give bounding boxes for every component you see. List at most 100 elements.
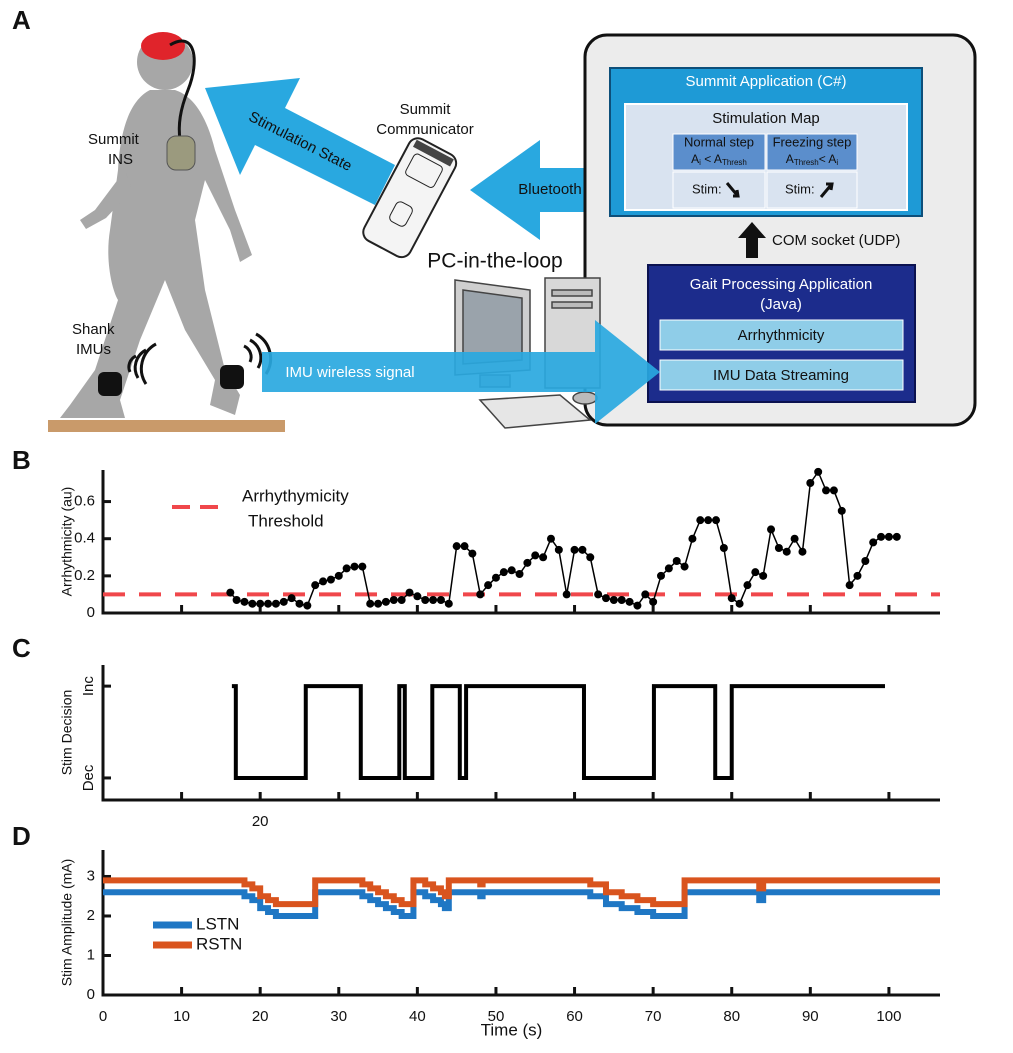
y-tick-label: 3 bbox=[87, 867, 95, 884]
text: Thresh bbox=[794, 158, 819, 167]
box-title: Summit Application (C#) bbox=[686, 73, 847, 90]
marker bbox=[389, 596, 398, 604]
marker bbox=[350, 562, 359, 571]
marker bbox=[531, 551, 540, 560]
label: INS bbox=[108, 151, 133, 168]
marker bbox=[484, 581, 493, 590]
cell bbox=[766, 133, 858, 171]
text: A bbox=[691, 152, 699, 166]
marker bbox=[751, 568, 760, 577]
module-label: Arrhythmicity bbox=[738, 327, 825, 344]
marker bbox=[735, 599, 744, 608]
marker bbox=[877, 532, 886, 541]
marker bbox=[460, 542, 469, 551]
x-tick-label: 20 bbox=[252, 1008, 269, 1025]
marker bbox=[672, 557, 681, 565]
arrow-label: IMU wireless signal bbox=[285, 364, 414, 381]
cell-title: Normal step bbox=[684, 134, 754, 149]
marker bbox=[311, 581, 320, 590]
text: A bbox=[786, 152, 794, 166]
marker bbox=[271, 599, 280, 608]
floor bbox=[48, 420, 285, 432]
marker bbox=[774, 544, 783, 552]
marker bbox=[649, 597, 658, 606]
box-title: Stimulation Map bbox=[712, 110, 820, 127]
marker bbox=[641, 590, 650, 599]
marker bbox=[515, 570, 524, 578]
cell bbox=[672, 171, 766, 209]
x-tick-label: 30 bbox=[330, 1008, 347, 1025]
marker bbox=[444, 599, 453, 608]
marker bbox=[240, 597, 249, 606]
down-arrow bbox=[725, 182, 740, 198]
arrow-label: Bluetooth bbox=[518, 181, 581, 198]
marker bbox=[405, 588, 414, 597]
marker bbox=[381, 597, 390, 606]
text: Thresh bbox=[722, 158, 747, 167]
marker bbox=[617, 596, 626, 604]
label: IMUs bbox=[76, 341, 111, 358]
marker bbox=[303, 601, 312, 610]
marker bbox=[366, 599, 375, 608]
step-line bbox=[103, 877, 940, 908]
marker bbox=[256, 599, 265, 608]
lead bbox=[169, 39, 196, 141]
x-tick-label: 20 bbox=[252, 813, 269, 830]
panel-label: C bbox=[12, 633, 31, 663]
marker bbox=[861, 557, 870, 565]
marker bbox=[397, 596, 406, 604]
label: Summit bbox=[88, 131, 140, 148]
marker bbox=[279, 597, 288, 606]
marker bbox=[358, 562, 367, 571]
up-arrow bbox=[819, 182, 834, 198]
marker bbox=[232, 596, 241, 604]
marker bbox=[892, 532, 901, 541]
marker bbox=[554, 545, 563, 554]
marker bbox=[782, 547, 791, 556]
marker bbox=[264, 599, 273, 608]
marker bbox=[421, 596, 430, 604]
panel-label: A bbox=[12, 5, 31, 35]
marker bbox=[374, 599, 383, 608]
marker bbox=[452, 542, 461, 551]
cell bbox=[672, 133, 766, 171]
label: Shank bbox=[72, 321, 115, 338]
condition: AThresh< Ai bbox=[786, 152, 839, 167]
computer bbox=[454, 277, 601, 429]
marker bbox=[869, 538, 878, 547]
y-axis-label: Stim Amplitude (mA) bbox=[59, 859, 75, 987]
box-title: (Java) bbox=[760, 296, 802, 313]
marker bbox=[837, 506, 846, 515]
marker bbox=[719, 544, 728, 552]
marker bbox=[499, 568, 508, 577]
brain bbox=[141, 32, 185, 60]
arrow bbox=[205, 78, 395, 205]
marker bbox=[468, 549, 477, 558]
marker bbox=[287, 594, 296, 603]
marker bbox=[845, 581, 854, 590]
text: < A bbox=[701, 152, 722, 166]
marker bbox=[226, 588, 235, 597]
y-tick-label: Inc bbox=[80, 676, 97, 697]
text: i bbox=[836, 158, 838, 167]
marker bbox=[712, 516, 721, 525]
marker bbox=[523, 558, 532, 567]
y-tick-label: 0.4 bbox=[74, 530, 95, 547]
marker bbox=[413, 592, 422, 601]
x-tick-label: 10 bbox=[173, 1008, 190, 1025]
marker bbox=[562, 590, 571, 599]
y-tick-label: 0 bbox=[87, 604, 95, 621]
marker bbox=[476, 590, 485, 599]
label: Communicator bbox=[376, 121, 474, 138]
legend-label: RSTN bbox=[196, 934, 242, 953]
module-label: IMU Data Streaming bbox=[713, 367, 849, 384]
marker bbox=[798, 547, 807, 556]
legend-label: Arrhythymicity bbox=[242, 486, 349, 505]
y-tick-label: 1 bbox=[87, 946, 95, 963]
y-tick-label: 0.6 bbox=[74, 493, 95, 510]
marker bbox=[727, 594, 736, 603]
marker bbox=[342, 564, 351, 573]
marker bbox=[248, 599, 257, 608]
x-tick-label: 0 bbox=[99, 1008, 107, 1025]
